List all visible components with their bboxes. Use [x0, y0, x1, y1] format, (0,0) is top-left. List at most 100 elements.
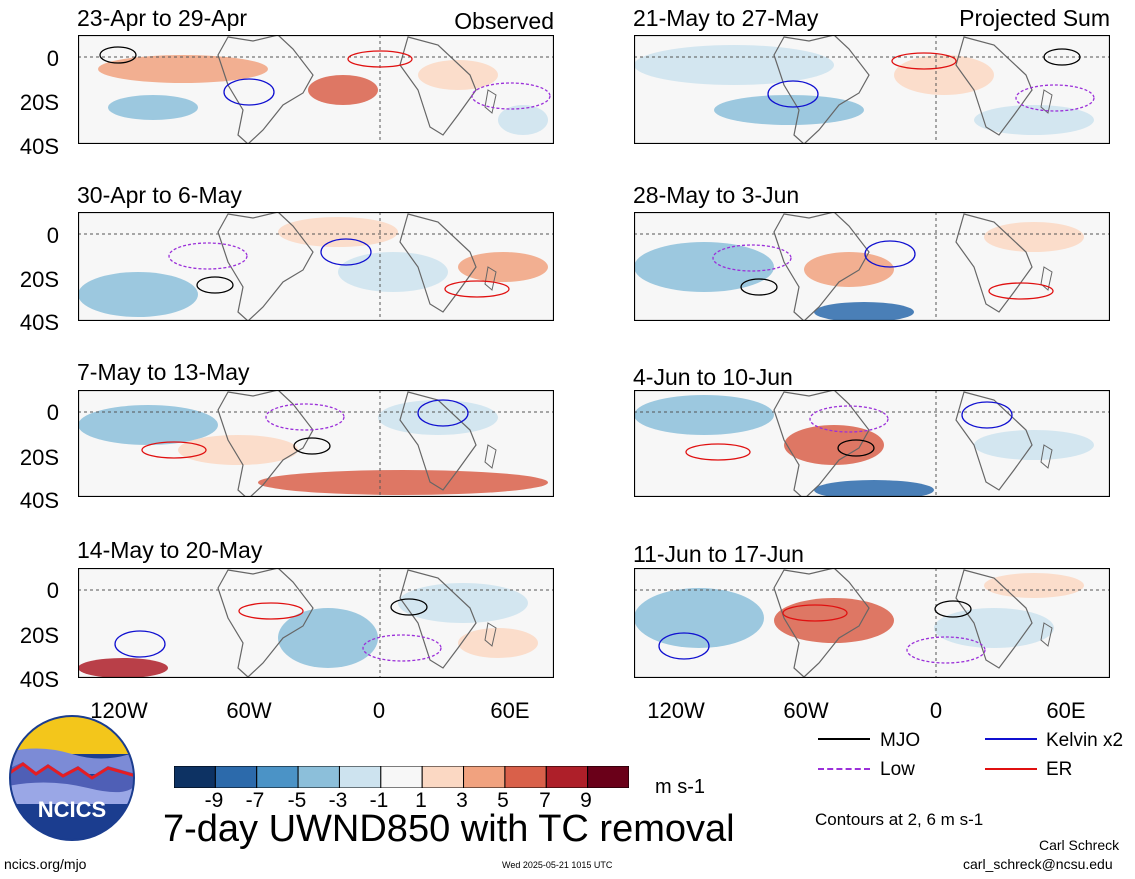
- south-america-outline: [773, 390, 870, 497]
- anomaly-shading: [458, 252, 548, 282]
- south-america-outline: [217, 390, 314, 497]
- wave-contour: [238, 602, 304, 620]
- map-panel-2: [78, 212, 554, 321]
- colorbar: [174, 766, 629, 788]
- madagascar-outline: [484, 266, 497, 291]
- map-frame: [78, 390, 554, 497]
- south-america-outline: [773, 35, 870, 144]
- map-panel-5: [634, 35, 1110, 144]
- lon-label-0: 0: [929, 698, 943, 723]
- anomaly-shading: [338, 252, 448, 292]
- wave-contour: [685, 443, 751, 461]
- lon-label-120w: 120W: [647, 698, 705, 723]
- map-panel-1: [78, 35, 554, 144]
- wave-contour: [809, 405, 889, 433]
- anomaly-shading: [634, 588, 764, 648]
- anomaly-shading: [714, 95, 864, 125]
- south-america-outline: [773, 212, 870, 321]
- africa-outline: [399, 569, 477, 669]
- colorbar-swatch: [256, 766, 299, 788]
- lat-label-0: 0: [46, 46, 59, 71]
- colorbar-label: -7: [245, 789, 265, 812]
- map-frame: [634, 35, 1110, 144]
- colorbar-swatch: [504, 766, 547, 788]
- wave-contour: [712, 244, 792, 272]
- anomaly-shading: [178, 435, 298, 465]
- colorbar-label: -1: [369, 789, 389, 812]
- legend-line-low: [818, 768, 870, 770]
- legend-label-er: ER: [1046, 759, 1073, 780]
- footer-timestamp: Wed 2025-05-21 1015 UTC: [502, 860, 613, 870]
- madagascar-outline: [1040, 89, 1053, 114]
- colorbar-swatch: [214, 766, 258, 788]
- map-frame: [634, 212, 1110, 321]
- south-america-outline: [217, 35, 314, 144]
- wave-contour: [114, 630, 166, 658]
- footer-author: Carl Schreck: [1039, 837, 1120, 853]
- colorbar-label: 9: [580, 789, 592, 812]
- colorbar-label: -3: [328, 789, 348, 812]
- colorbar-swatch: [297, 766, 340, 788]
- wave-contour: [390, 598, 428, 616]
- observed-tag: Observed: [454, 8, 554, 34]
- lon-label-60e: 60E: [1046, 698, 1086, 723]
- anomaly-shading: [458, 628, 538, 658]
- anomaly-shading: [814, 480, 934, 497]
- anomaly-shading: [784, 425, 884, 465]
- africa-outline: [399, 36, 477, 136]
- colorbar-swatch: [421, 766, 465, 788]
- lat-label-20s: 20S: [19, 445, 59, 470]
- lon-label-60w: 60W: [783, 698, 829, 723]
- anomaly-shading: [774, 598, 894, 643]
- lat-label-0: 0: [46, 223, 59, 248]
- legend-line-kelvin: [985, 738, 1037, 740]
- anomaly-shading: [984, 222, 1084, 252]
- footer-url: ncics.org/mjo: [4, 856, 87, 872]
- wave-contour: [320, 238, 372, 266]
- wave-contour: [934, 600, 972, 618]
- south-america-outline: [217, 568, 314, 678]
- colorbar-swatch: [174, 766, 216, 788]
- anomaly-shading: [804, 252, 894, 287]
- map-panel-6: [634, 212, 1110, 321]
- wave-contour: [658, 632, 710, 660]
- lat-label-0: 0: [46, 578, 59, 603]
- anomaly-shading: [498, 105, 548, 135]
- anomaly-shading: [398, 583, 528, 623]
- anomaly-shading: [378, 400, 498, 435]
- map-frame: [634, 390, 1110, 497]
- map-frame: [78, 212, 554, 321]
- wave-contour: [767, 80, 819, 108]
- map-panel-4: [78, 568, 554, 678]
- colorbar-unit: m s-1: [655, 776, 705, 798]
- lon-label-60w: 60W: [226, 698, 272, 723]
- anomaly-shading: [814, 302, 914, 321]
- wave-contour: [265, 403, 345, 431]
- lat-label-40s: 40S: [19, 488, 59, 513]
- footer-email: carl_schreck@ncsu.edu: [963, 856, 1113, 872]
- africa-outline: [955, 213, 1033, 313]
- wave-contour: [417, 399, 469, 427]
- map-frame: [78, 568, 554, 678]
- lat-label-40s: 40S: [19, 667, 59, 692]
- colorbar-swatch: [545, 766, 589, 788]
- map-panel-8: [634, 568, 1110, 678]
- anomaly-shading: [974, 430, 1094, 460]
- colorbar-swatch: [380, 766, 423, 788]
- colorbar-label: -9: [204, 789, 224, 812]
- panel-title-4: 14-May to 20-May: [77, 537, 263, 563]
- wave-contour: [444, 280, 510, 298]
- panel-title-7: 4-Jun to 10-Jun: [633, 364, 793, 390]
- colorbar-swatch: [463, 766, 506, 788]
- anomaly-shading: [258, 470, 548, 495]
- main-title: 7-day UWND850 with TC removal: [163, 808, 735, 850]
- logo-text: NCICS: [38, 797, 106, 822]
- map-frame: [78, 35, 554, 144]
- africa-outline: [955, 391, 1033, 491]
- wave-contour: [864, 240, 916, 268]
- wave-contour: [99, 46, 137, 64]
- wave-contour: [196, 276, 234, 294]
- madagascar-outline: [1040, 266, 1053, 291]
- wave-contour: [471, 82, 551, 110]
- africa-outline: [955, 569, 1033, 669]
